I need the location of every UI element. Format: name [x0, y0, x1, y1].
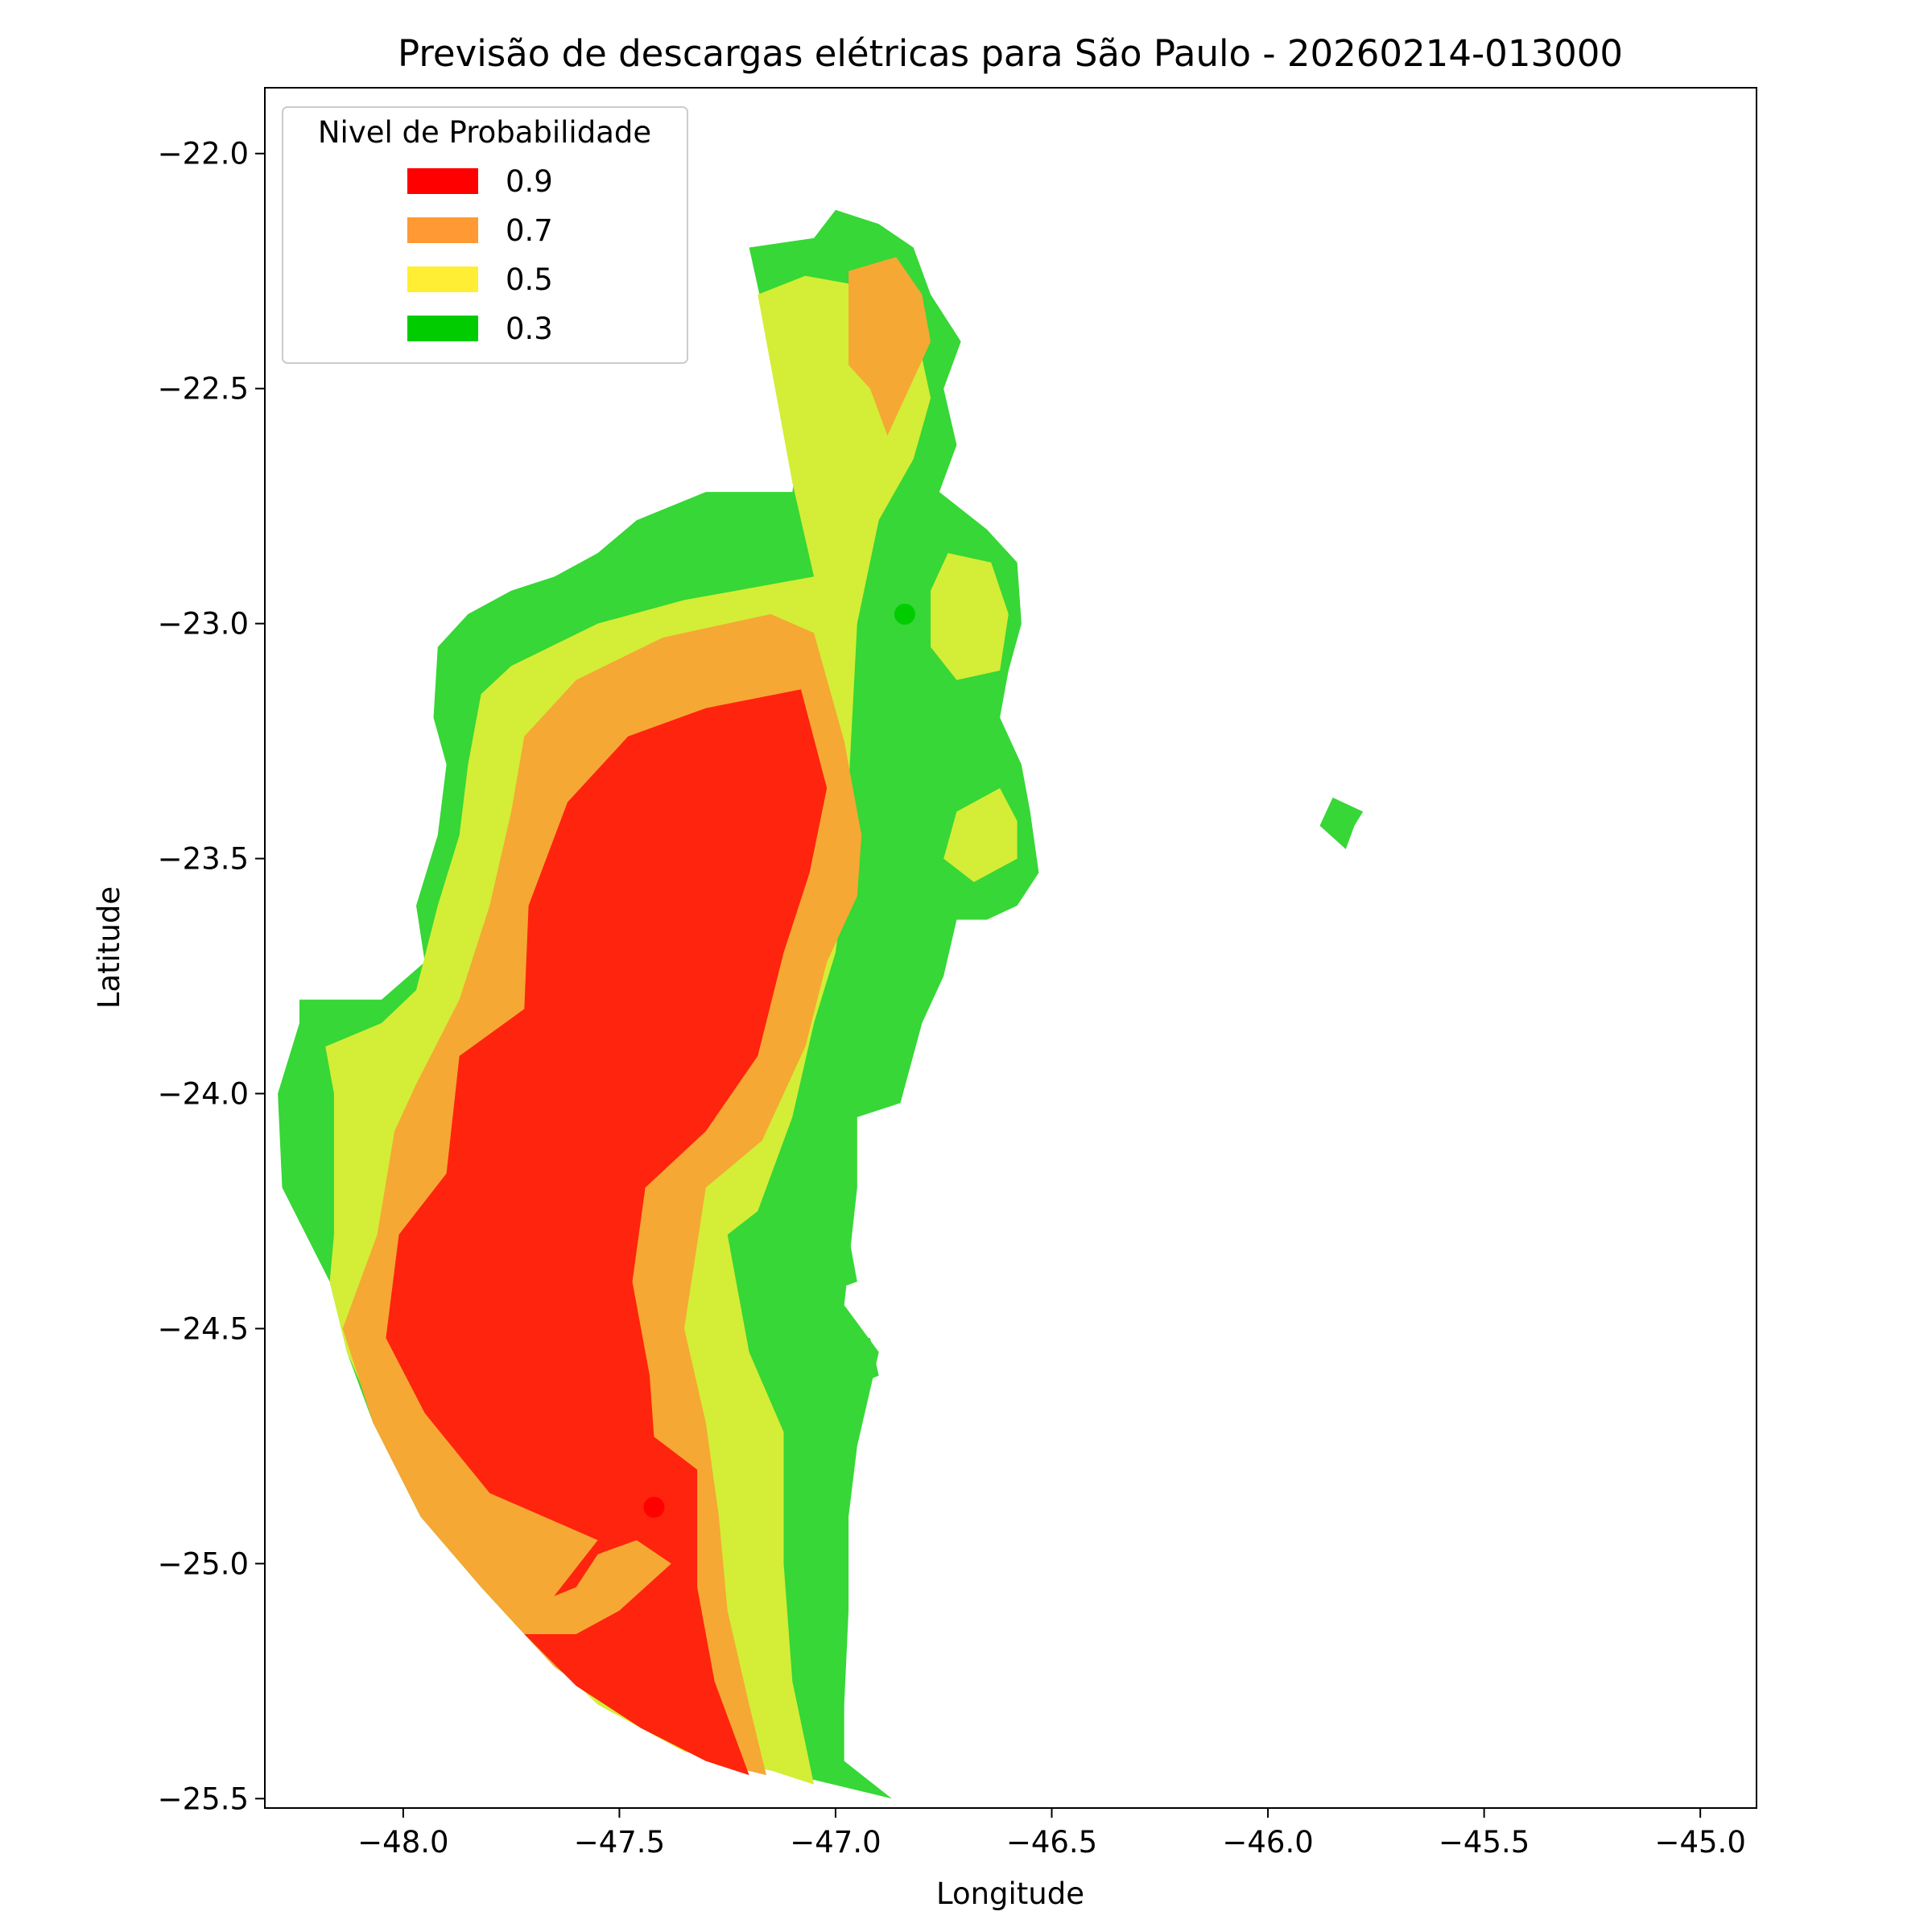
plot-frame: [264, 87, 1757, 1809]
contour-0.7-north: [848, 257, 931, 436]
x-tick-label: −47.0: [790, 1825, 881, 1860]
contour-0.9-main: [386, 689, 828, 1776]
point-markers: [643, 603, 915, 1518]
x-tick-label: −45.0: [1654, 1825, 1745, 1860]
y-tick-label: −24.0: [158, 1077, 249, 1112]
x-axis-ticks: −48.0 −47.5 −47.0 −46.5 −46.0 −45.5 −45.0: [357, 1808, 1746, 1860]
contour-0.3-blob-2: [848, 1338, 879, 1385]
probability-regions: [278, 209, 1364, 1799]
y-tick-label: −22.5: [158, 372, 249, 407]
legend-swatch: [407, 316, 478, 341]
y-tick-label: −25.5: [158, 1781, 249, 1816]
legend-label: 0.5: [506, 262, 553, 297]
legend-label: 0.7: [506, 213, 553, 248]
legend-label: 0.3: [506, 312, 553, 346]
plot-area: [264, 87, 1757, 1809]
x-axis-label: Longitude: [936, 1876, 1084, 1911]
y-tick-label: −25.0: [158, 1546, 249, 1581]
point-red-1: [643, 1496, 665, 1518]
contour-0.7-inner-sw: [524, 1540, 671, 1634]
legend: Nivel de Probabilidade 0.9 0.7 0.5 0.3: [282, 106, 688, 364]
legend-label: 0.9: [506, 164, 553, 199]
x-tick-label: −46.5: [1006, 1825, 1097, 1860]
legend-swatch: [407, 266, 478, 292]
legend-box: [282, 106, 688, 364]
contour-0.5-east-2: [943, 788, 1018, 882]
x-tick-label: −46.0: [1222, 1825, 1313, 1860]
y-tick-label: −23.5: [158, 842, 249, 877]
legend-swatch: [407, 217, 478, 243]
y-tick-label: −24.5: [158, 1311, 249, 1346]
legend-entries: 0.9 0.7 0.5 0.3: [407, 164, 553, 346]
contour-0.5-east-1: [931, 553, 1009, 680]
y-tick-label: −22.0: [158, 137, 249, 171]
contour-0.3-blob-1: [827, 1234, 857, 1291]
x-tick-label: −47.5: [574, 1825, 665, 1860]
y-axis-ticks: −22.0 −22.5 −23.0 −23.5 −24.0 −24.5 −25.0 −25.5: [158, 137, 265, 1816]
chart-title: Previsão de descargas elétricas para São…: [398, 32, 1623, 75]
x-tick-label: −45.5: [1439, 1825, 1530, 1860]
legend-title: Nivel de Probabilidade: [318, 115, 651, 150]
x-tick-label: −48.0: [357, 1825, 448, 1860]
y-tick-label: −23.0: [158, 607, 249, 642]
point-green-1: [894, 603, 915, 625]
y-axis-label: Latitude: [92, 886, 126, 1009]
contour-0.3-isolated-east: [1319, 797, 1364, 849]
legend-swatch: [407, 168, 478, 194]
